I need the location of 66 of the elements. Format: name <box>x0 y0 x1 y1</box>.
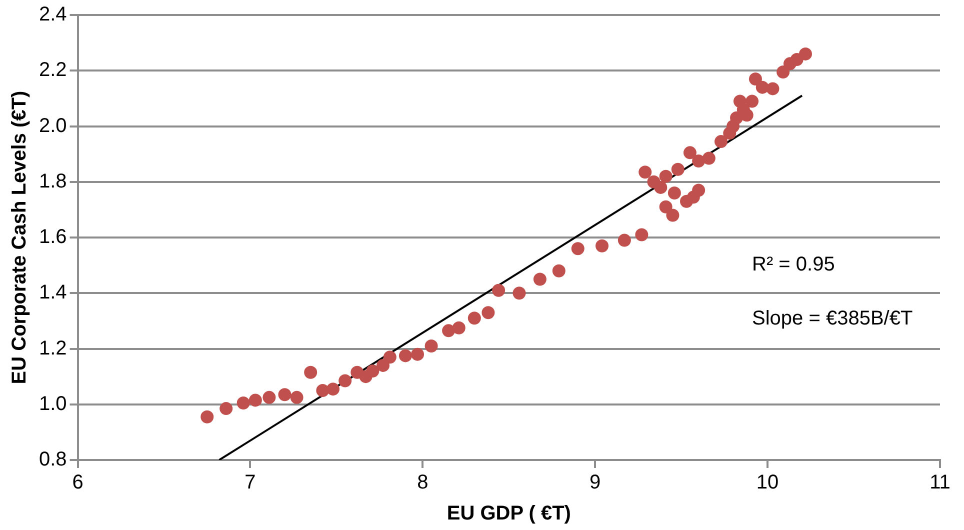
point <box>236 396 250 410</box>
point <box>618 234 631 247</box>
point <box>766 82 780 96</box>
point <box>746 94 759 108</box>
y-axis-title: EU Corporate Cash Levels (€T) <box>8 90 31 384</box>
point <box>756 80 769 94</box>
y-tick-label: 0.8 <box>38 448 67 471</box>
y-tick-label: 1.4 <box>38 282 67 304</box>
point <box>692 154 706 168</box>
point <box>482 306 495 320</box>
point <box>262 390 276 404</box>
point <box>512 286 526 300</box>
point <box>552 264 566 278</box>
point <box>533 272 546 286</box>
x-tick-label: 6 <box>72 472 84 494</box>
point <box>596 239 609 252</box>
point <box>798 47 812 60</box>
x-tick-label: 10 <box>756 472 779 494</box>
x-tick-label: 8 <box>417 472 428 494</box>
point <box>200 410 214 424</box>
point <box>366 364 380 378</box>
point <box>290 390 304 404</box>
point <box>714 135 728 148</box>
point <box>659 170 672 183</box>
point <box>452 321 466 334</box>
point <box>776 66 790 79</box>
point <box>383 350 396 364</box>
point <box>683 146 696 160</box>
point <box>326 382 340 396</box>
point <box>424 339 438 352</box>
point <box>376 358 390 372</box>
y-tick-label: 1.6 <box>38 226 67 248</box>
point <box>702 152 716 165</box>
y-tick-label: 2.2 <box>38 59 67 82</box>
point <box>692 184 706 197</box>
point <box>571 242 584 256</box>
point <box>220 402 233 416</box>
point <box>338 374 352 388</box>
point <box>666 208 680 222</box>
point <box>398 349 412 362</box>
x-axis-title: EU GDP ( €T) <box>446 502 571 525</box>
point <box>411 348 424 361</box>
y-tick-label: 2.4 <box>38 4 67 26</box>
point <box>304 366 318 379</box>
point <box>442 324 456 338</box>
point <box>748 72 762 86</box>
y-tick-label: 1.2 <box>38 337 67 360</box>
x-tick-label: 11 <box>930 472 950 494</box>
annotation: Slope = €385B/€T <box>752 308 913 330</box>
y-tick-label: 1.0 <box>38 392 67 415</box>
point <box>278 388 292 402</box>
point <box>654 180 668 194</box>
point <box>635 228 648 242</box>
y-tick-label: 2.0 <box>38 114 67 137</box>
point <box>671 162 684 176</box>
x-tick-label: 7 <box>244 472 256 494</box>
point <box>248 394 262 407</box>
y-tick-label: 1.8 <box>38 170 67 192</box>
point <box>668 186 681 200</box>
point <box>659 200 672 214</box>
point <box>468 312 481 325</box>
point <box>638 166 652 179</box>
annotation: R² = 0.95 <box>752 254 835 276</box>
point <box>492 284 506 297</box>
x-tick-label: 9 <box>590 472 601 494</box>
point <box>316 384 330 397</box>
